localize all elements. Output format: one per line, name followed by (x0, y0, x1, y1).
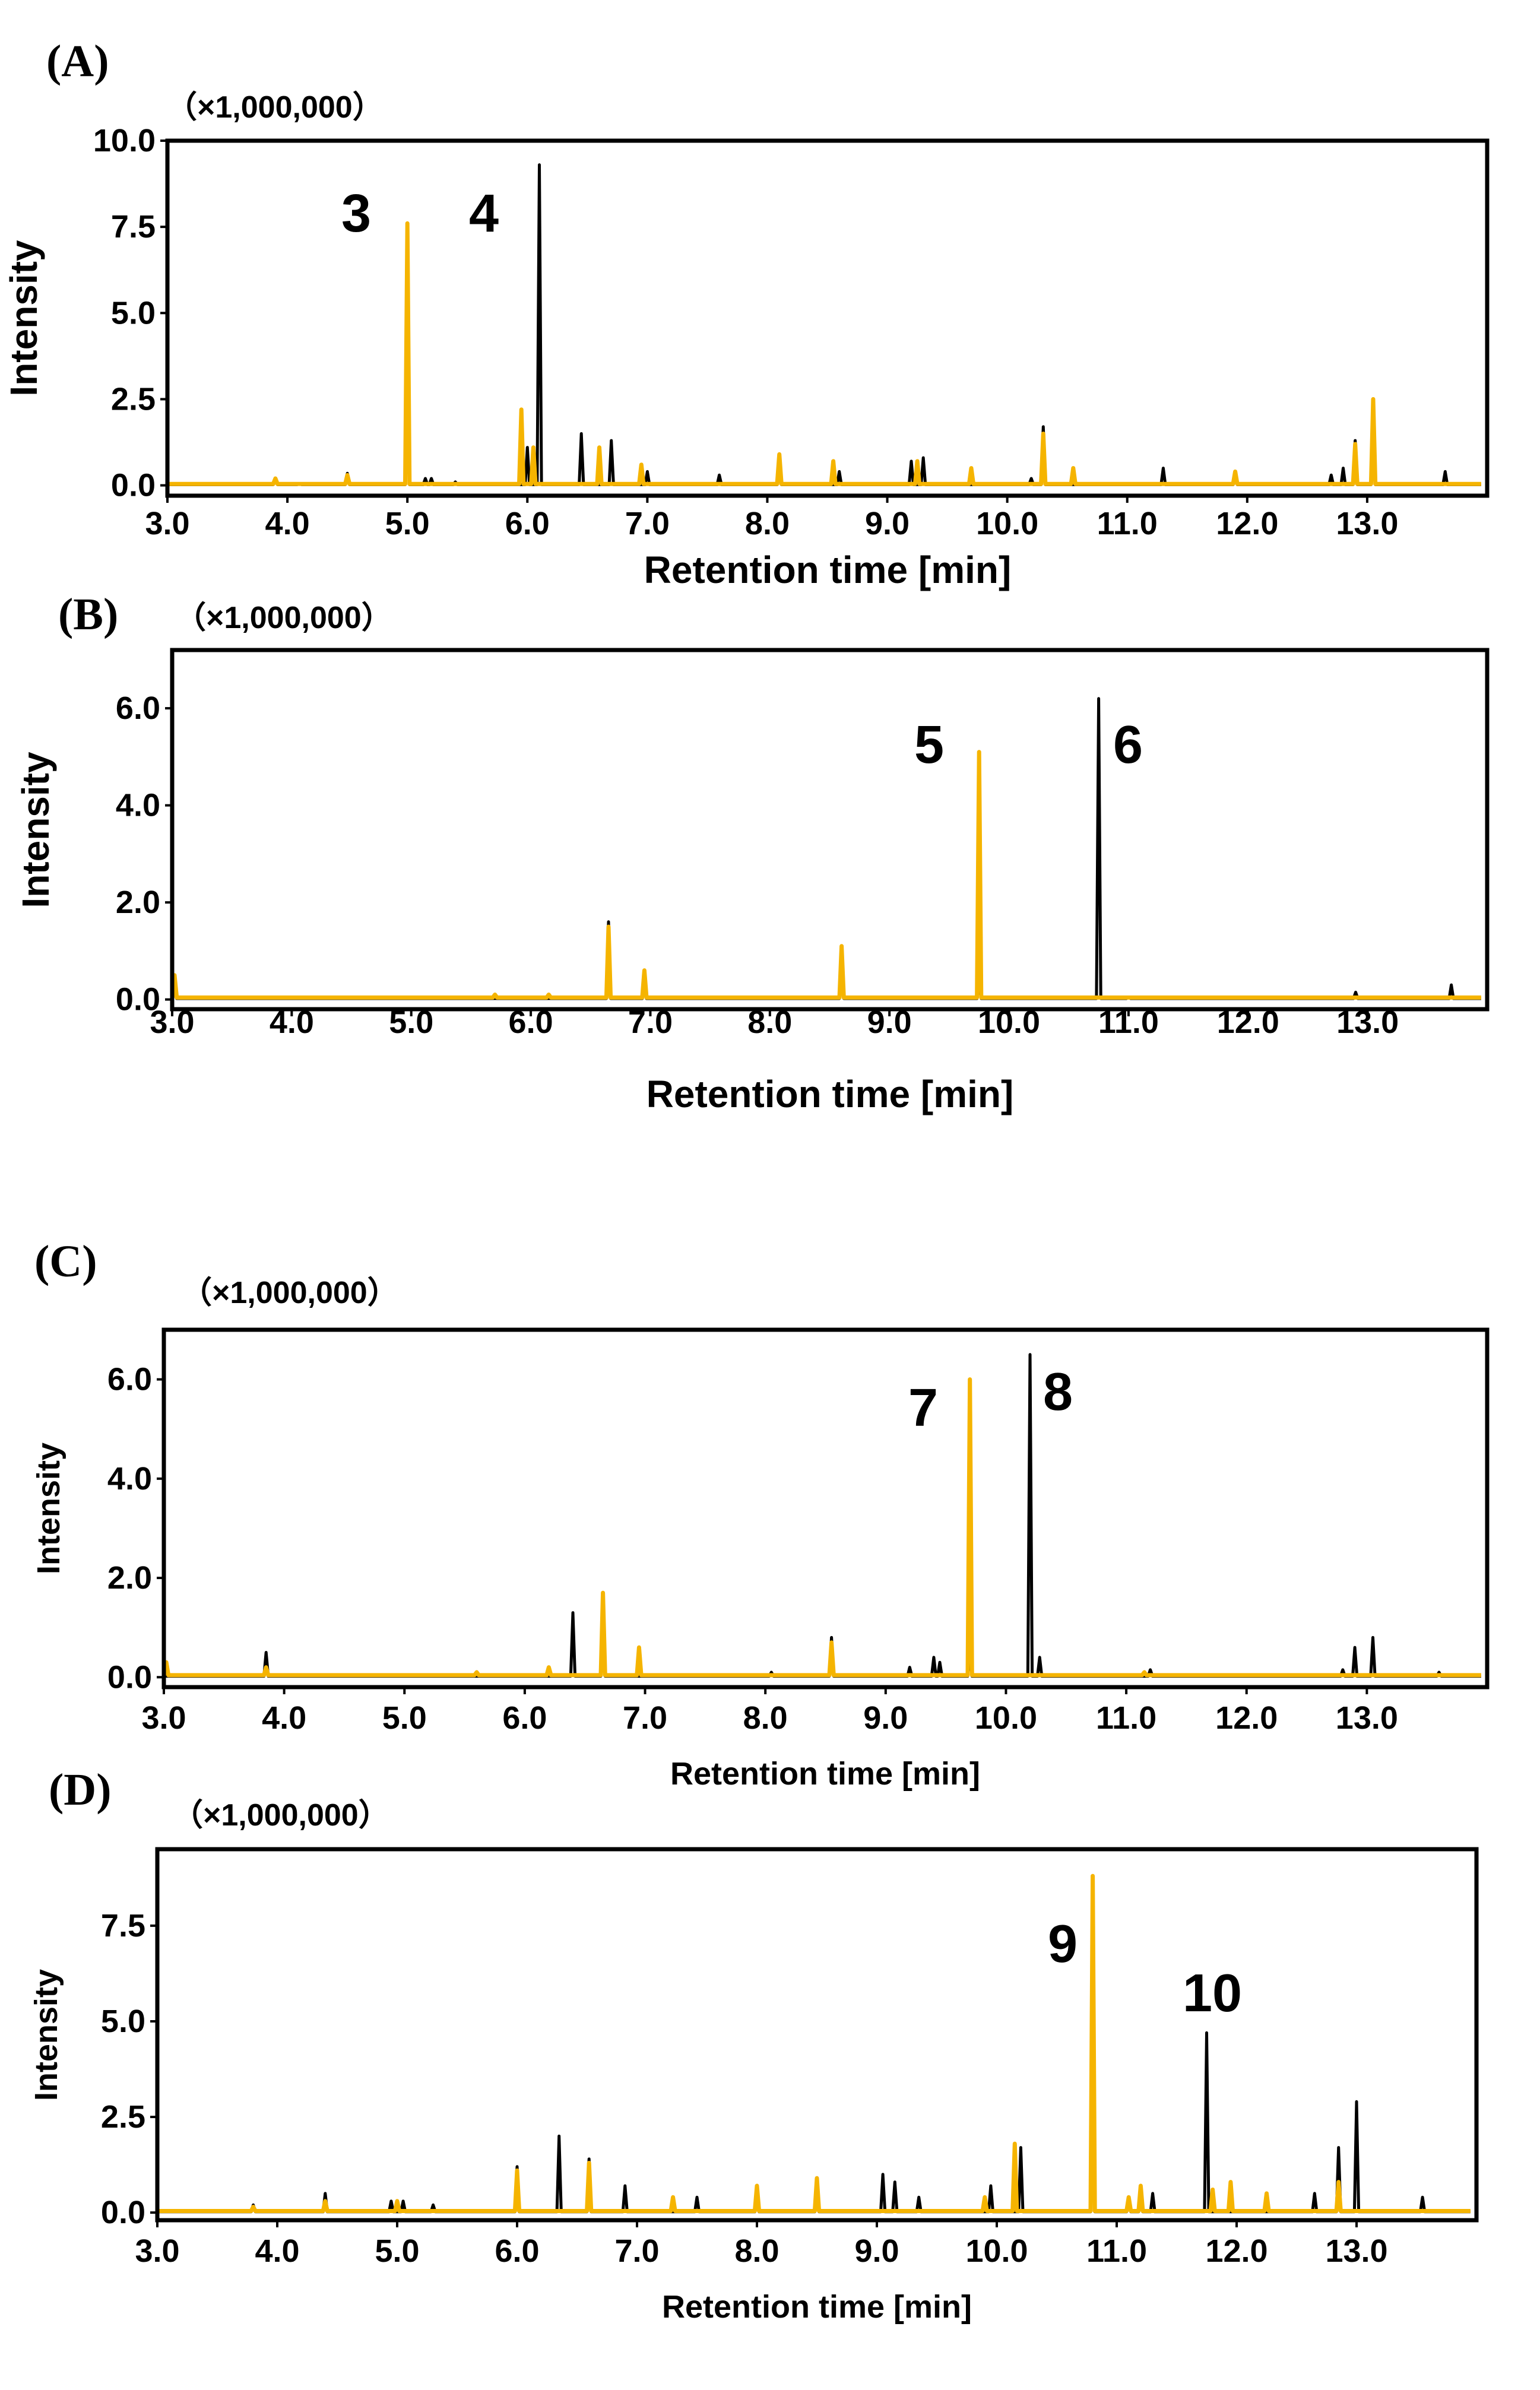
y-scale-label: （×1,000,000） (172, 1798, 389, 1833)
series-line-orange (167, 221, 1481, 486)
x-tick-label: 3.0 (141, 1700, 186, 1736)
x-tick-label: 10.0 (965, 2233, 1028, 2269)
x-tick-label: 7.0 (623, 1700, 667, 1736)
y-tick-label: 4.0 (116, 788, 160, 823)
peak-annotation: 4 (469, 184, 499, 243)
y-tick-label: 0.0 (101, 2195, 145, 2230)
x-tick-label: 13.0 (1336, 1700, 1398, 1736)
x-tick-label: 10.0 (976, 506, 1038, 541)
x-tick-label: 8.0 (747, 1004, 792, 1040)
x-tick-label: 8.0 (745, 506, 790, 541)
x-tick-label: 4.0 (262, 1700, 306, 1736)
x-tick-label: 7.0 (625, 506, 670, 541)
peak-annotation: 6 (1113, 715, 1143, 775)
x-tick-label: 11.0 (1086, 2233, 1147, 2269)
x-tick-label: 9.0 (865, 506, 910, 541)
chart-panel-1: (A) （×1,000,000） 3.0 4.0 5.0 6.0 7.0 8.0 9.0 10.0… (2, 36, 1490, 591)
y-scale-label: （×1,000,000） (181, 1276, 398, 1310)
x-tick-label: 11.0 (1098, 1004, 1159, 1040)
y-tick-label: 0.0 (107, 1659, 152, 1695)
peak-annotation: 3 (341, 184, 371, 243)
chart-panel-4: (D) （×1,000,000） 3.0 4.0 5.0 6.0 7.0 8.0 9.0 10.0… (28, 1765, 1479, 2325)
series-line-orange (157, 1874, 1471, 2213)
plot-frame (161, 1327, 1490, 1690)
x-tick-label: 5.0 (375, 2233, 419, 2269)
x-tick-label: 5.0 (385, 506, 430, 541)
panel-label: (B) (58, 589, 118, 639)
panel-label: (D) (49, 1765, 112, 1815)
y-tick-label: 2.0 (107, 1560, 152, 1596)
x-tick-label: 12.0 (1215, 1700, 1278, 1736)
y-tick-label: 2.0 (116, 885, 160, 920)
y-scale-label: （×1,000,000） (166, 90, 384, 125)
x-tick-label: 6.0 (509, 1004, 553, 1040)
series-line-orange (161, 1377, 1481, 1678)
x-tick-label: 4.0 (265, 506, 310, 541)
y-tick-label: 7.5 (111, 209, 156, 245)
x-tick-label: 11.0 (1097, 506, 1158, 541)
y-scale-label: （×1,000,000） (175, 601, 392, 635)
plot-frame (165, 138, 1490, 498)
chart-panel-2: (B) （×1,000,000） 3.0 4.0 5.0 6.0 7.0 8.0 9.0 10.0… (14, 589, 1490, 1115)
x-tick-label: 8.0 (734, 2233, 779, 2269)
x-tick-label: 12.0 (1217, 1004, 1279, 1040)
x-tick-label: 13.0 (1336, 506, 1398, 541)
peak-annotation: 9 (1048, 1914, 1078, 1974)
y-tick-label: 5.0 (111, 295, 156, 331)
x-tick-label: 9.0 (863, 1700, 908, 1736)
x-tick-label: 7.0 (628, 1004, 673, 1040)
x-tick-label: 7.0 (614, 2233, 659, 2269)
x-tick-label: 4.0 (270, 1004, 314, 1040)
y-tick-label: 0.0 (116, 982, 160, 1018)
y-tick-label: 7.5 (101, 1908, 145, 1944)
y-tick-label: 6.0 (107, 1362, 152, 1397)
y-axis-title: Intensity (14, 752, 57, 908)
y-tick-label: 0.0 (111, 468, 156, 503)
peak-annotation: 8 (1043, 1362, 1073, 1422)
x-axis-title: Retention time [min] (647, 1073, 1014, 1115)
y-tick-label: 5.0 (101, 2004, 145, 2039)
x-tick-label: 10.0 (975, 1700, 1037, 1736)
peak-annotation: 5 (914, 715, 944, 775)
chart-panel-3: (C) （×1,000,000） 3.0 4.0 5.0 6.0 7.0 8.0 9.0 10.0… (31, 1237, 1490, 1792)
x-tick-label: 8.0 (743, 1700, 788, 1736)
x-tick-label: 10.0 (978, 1004, 1040, 1040)
x-tick-label: 6.0 (505, 506, 550, 541)
x-tick-label: 9.0 (854, 2233, 899, 2269)
y-axis-title: Intensity (2, 240, 45, 397)
y-tick-label: 10.0 (93, 123, 156, 159)
x-tick-label: 3.0 (145, 506, 189, 541)
y-axis-title: Intensity (28, 1969, 64, 2101)
y-tick-label: 2.5 (111, 381, 156, 417)
x-tick-label: 3.0 (150, 1004, 194, 1040)
x-tick-label: 6.0 (502, 1700, 547, 1736)
x-tick-label: 5.0 (389, 1004, 433, 1040)
x-axis-title: Retention time [min] (644, 549, 1012, 591)
x-tick-label: 4.0 (255, 2233, 299, 2269)
y-tick-label: 6.0 (116, 690, 160, 726)
panel-label: (A) (46, 36, 109, 86)
x-tick-label: 6.0 (495, 2233, 539, 2269)
x-axis-title: Retention time [min] (670, 1756, 980, 1792)
x-tick-label: 13.0 (1336, 1004, 1399, 1040)
y-axis-title: Intensity (31, 1443, 66, 1574)
x-tick-label: 11.0 (1096, 1700, 1156, 1736)
x-axis-title: Retention time [min] (662, 2289, 972, 2325)
peak-annotation: 10 (1183, 1964, 1242, 2023)
x-tick-label: 9.0 (867, 1004, 912, 1040)
plot-frame (170, 648, 1490, 1012)
x-tick-label: 12.0 (1216, 506, 1278, 541)
x-tick-label: 5.0 (382, 1700, 427, 1736)
x-tick-label: 12.0 (1205, 2233, 1268, 2269)
y-tick-label: 4.0 (107, 1461, 152, 1497)
plot-frame (155, 1847, 1479, 2223)
x-tick-label: 13.0 (1325, 2233, 1387, 2269)
y-tick-label: 2.5 (101, 2099, 145, 2135)
series-line-orange (170, 750, 1481, 1000)
x-tick-label: 3.0 (135, 2233, 179, 2269)
peak-annotation: 7 (908, 1378, 938, 1438)
panel-label: (C) (34, 1237, 97, 1286)
